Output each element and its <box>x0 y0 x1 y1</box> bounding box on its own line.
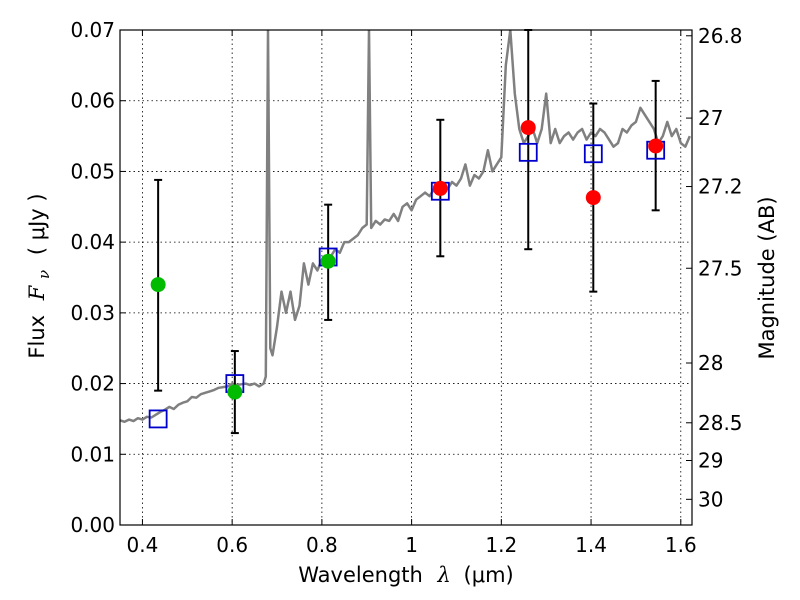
y-axis-title-symbol: F <box>25 284 49 301</box>
nir-point <box>585 190 601 206</box>
y-axis-title: Flux F ν ( μJy ) <box>25 193 54 358</box>
x-axis-title-unit: (μm) <box>464 563 514 587</box>
x-tick-label: 1 <box>405 533 418 557</box>
y-tick-label: 0.02 <box>70 372 115 396</box>
x-tick-label: 1.4 <box>575 533 607 557</box>
x-axis-title-prefix: Wavelength <box>298 563 423 587</box>
x-axis-title-symbol: λ <box>437 563 451 587</box>
y-tick-label: 0.05 <box>70 159 115 183</box>
optical-point <box>227 384 243 400</box>
x-tick-label: 1.2 <box>485 533 517 557</box>
y2-tick-label: 27 <box>698 106 723 130</box>
model-box-marker <box>148 409 168 429</box>
y2-tick-label: 29 <box>698 449 723 473</box>
nir-point <box>520 120 536 136</box>
y-tick-label: 0.06 <box>70 89 115 113</box>
model-boxes <box>148 140 666 429</box>
y-tick-label: 0.00 <box>70 513 115 537</box>
plot-frame <box>119 29 693 526</box>
y-tick-label: 0.03 <box>70 301 115 325</box>
nir-point <box>432 180 448 196</box>
y2-tick-label: 27.5 <box>698 256 743 280</box>
ticks: 0.4 0.6 0.8 1 1.2 1.4 1.6 0.00 0.01 0.02 0.03 0.04 0… <box>70 18 742 557</box>
template-spectrum-line <box>120 30 691 424</box>
errorbars <box>154 29 660 435</box>
y-tick-label: 0.04 <box>70 230 115 254</box>
model-box-marker <box>518 142 538 162</box>
y-tick-label: 0.01 <box>70 442 115 466</box>
model-box-marker <box>583 144 603 164</box>
y2-tick-label: 27.2 <box>698 175 743 199</box>
y-tick-label: 0.07 <box>70 18 115 42</box>
optical-point <box>150 277 166 293</box>
y2-tick-label: 26.8 <box>698 24 743 48</box>
template-spectrum <box>120 30 691 424</box>
observed-points <box>150 120 664 400</box>
y2-tick-label: 30 <box>698 487 723 511</box>
nir-point <box>648 138 664 154</box>
y2-tick-label: 28 <box>698 351 723 375</box>
x-tick-label: 0.6 <box>216 533 248 557</box>
x-tick-label: 0.4 <box>127 533 159 557</box>
x-axis-title: Wavelength λ (μm) <box>298 563 513 587</box>
optical-point <box>320 253 336 269</box>
grid <box>120 30 692 525</box>
y-axis-title-prefix: Flux <box>25 315 49 359</box>
x-tick-label: 1.6 <box>665 533 697 557</box>
y2-tick-label: 28.5 <box>698 411 743 435</box>
y-axis-title-subscript: ν <box>35 270 53 279</box>
y-axis-title-unit: ( μJy ) <box>25 193 49 255</box>
x-tick-label: 0.8 <box>306 533 338 557</box>
y2-axis-title: Magnitude (AB) <box>755 196 779 359</box>
